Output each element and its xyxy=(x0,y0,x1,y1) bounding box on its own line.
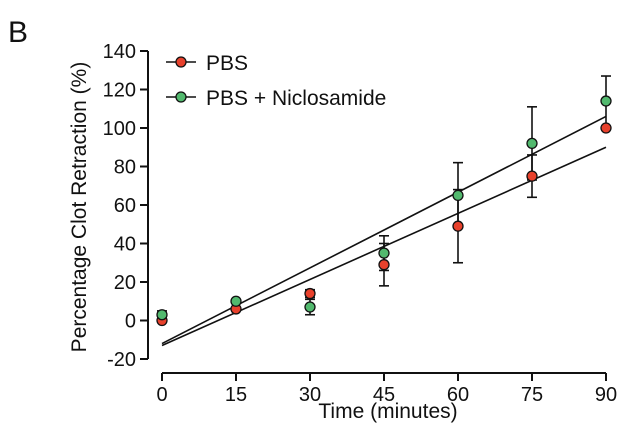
y-tick-label: 40 xyxy=(114,234,136,256)
legend-label-1: PBS + Niclosamide xyxy=(206,87,386,110)
data-point-series-0 xyxy=(526,170,538,182)
data-point-series-1 xyxy=(452,189,464,202)
legend-marker-1 xyxy=(175,91,187,103)
error-bars xyxy=(157,75,611,320)
data-point-series-0 xyxy=(304,287,316,300)
fit-lines xyxy=(161,115,607,347)
panel-letter: B xyxy=(8,16,28,49)
data-point-series-1 xyxy=(304,301,316,313)
y-tick-label: 140 xyxy=(103,41,136,63)
data-point-series-1 xyxy=(526,137,538,150)
y-tick-label: 60 xyxy=(114,195,136,217)
x-tick-label: 0 xyxy=(156,384,167,406)
data-point-series-1 xyxy=(378,247,390,259)
x-tick-label: 30 xyxy=(299,384,321,406)
x-tick-label: 75 xyxy=(521,384,543,406)
data-point-series-0 xyxy=(600,122,612,134)
x-axis-label: Time (minutes) xyxy=(318,400,457,423)
y-tick-label: 120 xyxy=(103,80,136,102)
data-points xyxy=(156,95,612,327)
y-axis-label: Percentage Clot Retraction (%) xyxy=(68,62,91,353)
legend-label-0: PBS xyxy=(206,52,248,75)
x-tick-label: 15 xyxy=(225,384,247,406)
x-tick-label: 60 xyxy=(447,384,469,406)
data-point-series-1 xyxy=(230,295,242,307)
data-point-series-1 xyxy=(600,95,612,107)
data-point-series-0 xyxy=(452,220,464,232)
x-tick-label: 45 xyxy=(373,384,395,406)
y-tick-label: 100 xyxy=(103,118,136,140)
y-tick-label: 0 xyxy=(125,311,136,333)
data-point-series-1 xyxy=(156,309,168,321)
fit-line-1 xyxy=(161,115,607,345)
legend-marker-0 xyxy=(175,56,187,68)
x-tick-label: 90 xyxy=(595,384,617,406)
y-tick-label: -20 xyxy=(107,349,136,371)
legend: PBS PBS + Niclosamide xyxy=(166,52,386,110)
axes: -20 0 20 40 60 80 100 120 140 0 15 30 45 60 75 90 xyxy=(103,41,618,406)
data-point-series-0 xyxy=(378,259,390,271)
y-tick-label: 80 xyxy=(114,157,136,179)
y-tick-label: 20 xyxy=(114,272,136,294)
